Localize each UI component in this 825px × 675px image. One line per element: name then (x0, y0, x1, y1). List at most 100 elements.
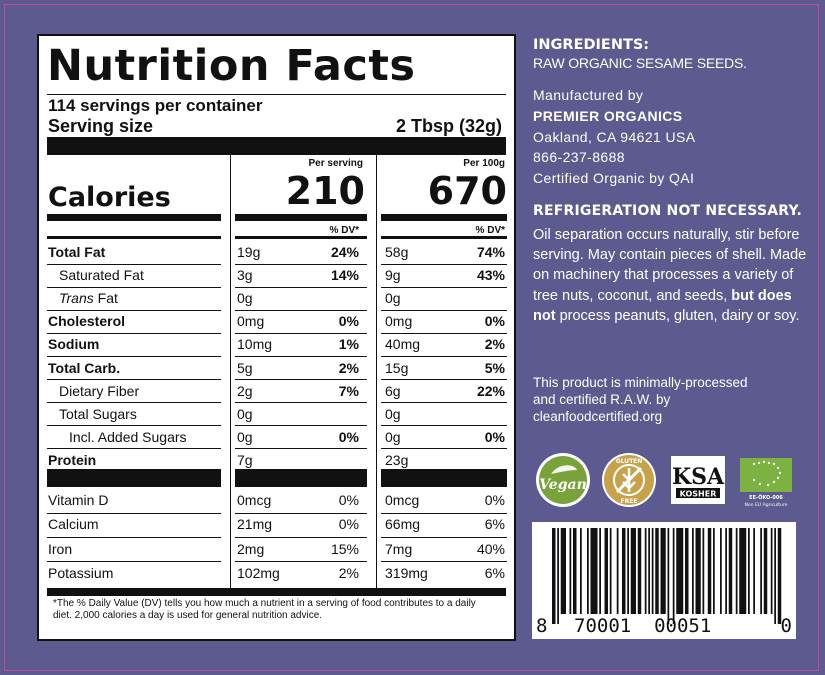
thick-divider (235, 214, 367, 221)
amount-per-serving: 0mg (237, 313, 265, 330)
row-divider (47, 309, 221, 311)
barcode-bar (707, 528, 712, 614)
barcode-bar (692, 528, 694, 614)
oil-note-text-end: process peanuts, gluten, dairy or soy. (559, 307, 800, 324)
row-divider (235, 332, 367, 334)
row-divider (381, 425, 507, 427)
nutrient-label: Cholesterol (48, 313, 126, 330)
barcode-bar (648, 528, 650, 614)
column-separator (230, 155, 231, 596)
barcode-bar (739, 528, 747, 614)
nutrient-label: Sodium (48, 336, 100, 353)
dv-per-serving: 2% (338, 564, 359, 581)
row-divider (47, 332, 221, 334)
amount-per-serving: 0g (237, 290, 253, 307)
barcode-bar (777, 528, 782, 624)
row-divider (381, 286, 507, 288)
nutrition-title: Nutrition Facts (47, 41, 416, 91)
dv-per-serving: 2% (338, 359, 359, 376)
vitamin-row: Vitamin D 0mcg 0% 0mcg 0% (39, 489, 514, 512)
barcode-bar (569, 528, 572, 614)
amount-per-100g: 0mcg (385, 492, 420, 508)
vitamin-label: Potassium (48, 564, 114, 581)
amount-per-serving: 19g (237, 244, 261, 260)
column-separator (376, 155, 377, 596)
manufacturer-address: Oakland, CA 94621 USA (533, 128, 696, 145)
dv-per-100g: 40% (476, 540, 505, 557)
oil-note-bold: but does not (533, 287, 792, 324)
row-divider (47, 512, 221, 514)
vitamin-row: Calcium 21mg 0% 66mg 6% (39, 513, 514, 536)
thick-divider (235, 469, 367, 487)
dv-per-serving: 24% (330, 244, 359, 260)
row-divider (235, 425, 367, 427)
ingredients-heading: INGREDIENTS: (533, 37, 650, 53)
row-divider (235, 537, 367, 539)
amount-per-100g: 0g (385, 428, 401, 445)
row-divider (381, 512, 507, 514)
barcode-bar (552, 528, 556, 624)
row-divider (47, 379, 221, 381)
row-divider (235, 356, 367, 357)
barcode-bar (748, 528, 750, 614)
dv-header-100g: % DV* (475, 225, 505, 236)
nutrient-label: Total Sugars (59, 405, 137, 422)
divider (47, 236, 221, 239)
manufacturer-name: PREMIER ORGANICS (533, 107, 683, 124)
gluten-badge-top: GLUTEN (616, 458, 643, 465)
dv-per-serving: 0% (338, 313, 359, 330)
dv-per-serving: 14% (330, 267, 359, 284)
col-per-serving: Per serving (308, 158, 363, 169)
barcode-bar (580, 528, 582, 614)
dv-per-100g: 74% (476, 244, 505, 260)
barcode-bar (713, 528, 715, 614)
barcode-bar (774, 528, 776, 624)
dv-header-serving: % DV* (329, 225, 359, 236)
amount-per-100g: 40mg (385, 336, 421, 353)
barcode-bar (728, 528, 733, 614)
row-divider (381, 561, 507, 563)
oil-note-text: Oil separation occurs naturally, stir be… (533, 227, 807, 304)
barcode-bar (753, 528, 755, 614)
barcode-bar (590, 528, 598, 614)
barcode-bar (573, 528, 577, 614)
barcode-bar (655, 528, 659, 614)
amount-per-100g: 15g (385, 359, 409, 376)
row-divider (47, 425, 221, 427)
serving-size-value: 2 Tbsp (32g) (395, 116, 502, 136)
dv-per-100g: 2% (484, 336, 505, 353)
row-divider (47, 402, 221, 404)
amount-per-100g: 6g (385, 382, 401, 399)
nutrient-row: Incl. Added Sugars 0g 0% 0g 0% (39, 426, 514, 449)
ingredients-text: RAW ORGANIC SESAME SEEDS. (533, 55, 747, 71)
dv-per-serving: 1% (338, 336, 359, 353)
nutrient-label: Incl. Added Sugars (69, 428, 187, 445)
barcode-bar (557, 528, 559, 624)
amount-per-serving: 3g (237, 267, 253, 284)
barcode-bars (552, 528, 782, 624)
amount-per-serving: 2g (237, 382, 253, 399)
thick-divider (47, 137, 506, 155)
barcode-bar (622, 528, 626, 614)
barcode-bar (672, 528, 675, 624)
row-divider (381, 356, 507, 357)
amount-per-100g: 9g (385, 267, 401, 284)
barcode-bar (770, 528, 773, 614)
thick-divider (47, 588, 506, 596)
barcode-bar (637, 528, 642, 614)
row-divider (381, 379, 507, 381)
amount-per-serving: 10mg (237, 336, 273, 353)
nutrient-row: Protein 7g 23g (39, 449, 514, 472)
barcode-bar (695, 528, 701, 614)
barcode-bar (735, 528, 738, 614)
nutrient-row: Saturated Fat 3g 14% 9g 43% (39, 264, 514, 287)
vegan-badge-text: Vegan (539, 477, 587, 493)
barcode-digits-middle: 70001 00051 (574, 615, 712, 637)
eu-code-text: EE-ÖKO-006 (749, 494, 783, 501)
amount-per-100g: 0g (385, 290, 401, 307)
dv-per-serving: 15% (330, 540, 359, 557)
amount-per-100g: 58g (385, 244, 409, 260)
barcode: 8 70001 00051 0 (532, 522, 796, 639)
row-divider (47, 263, 221, 265)
barcode-bar (604, 528, 608, 614)
